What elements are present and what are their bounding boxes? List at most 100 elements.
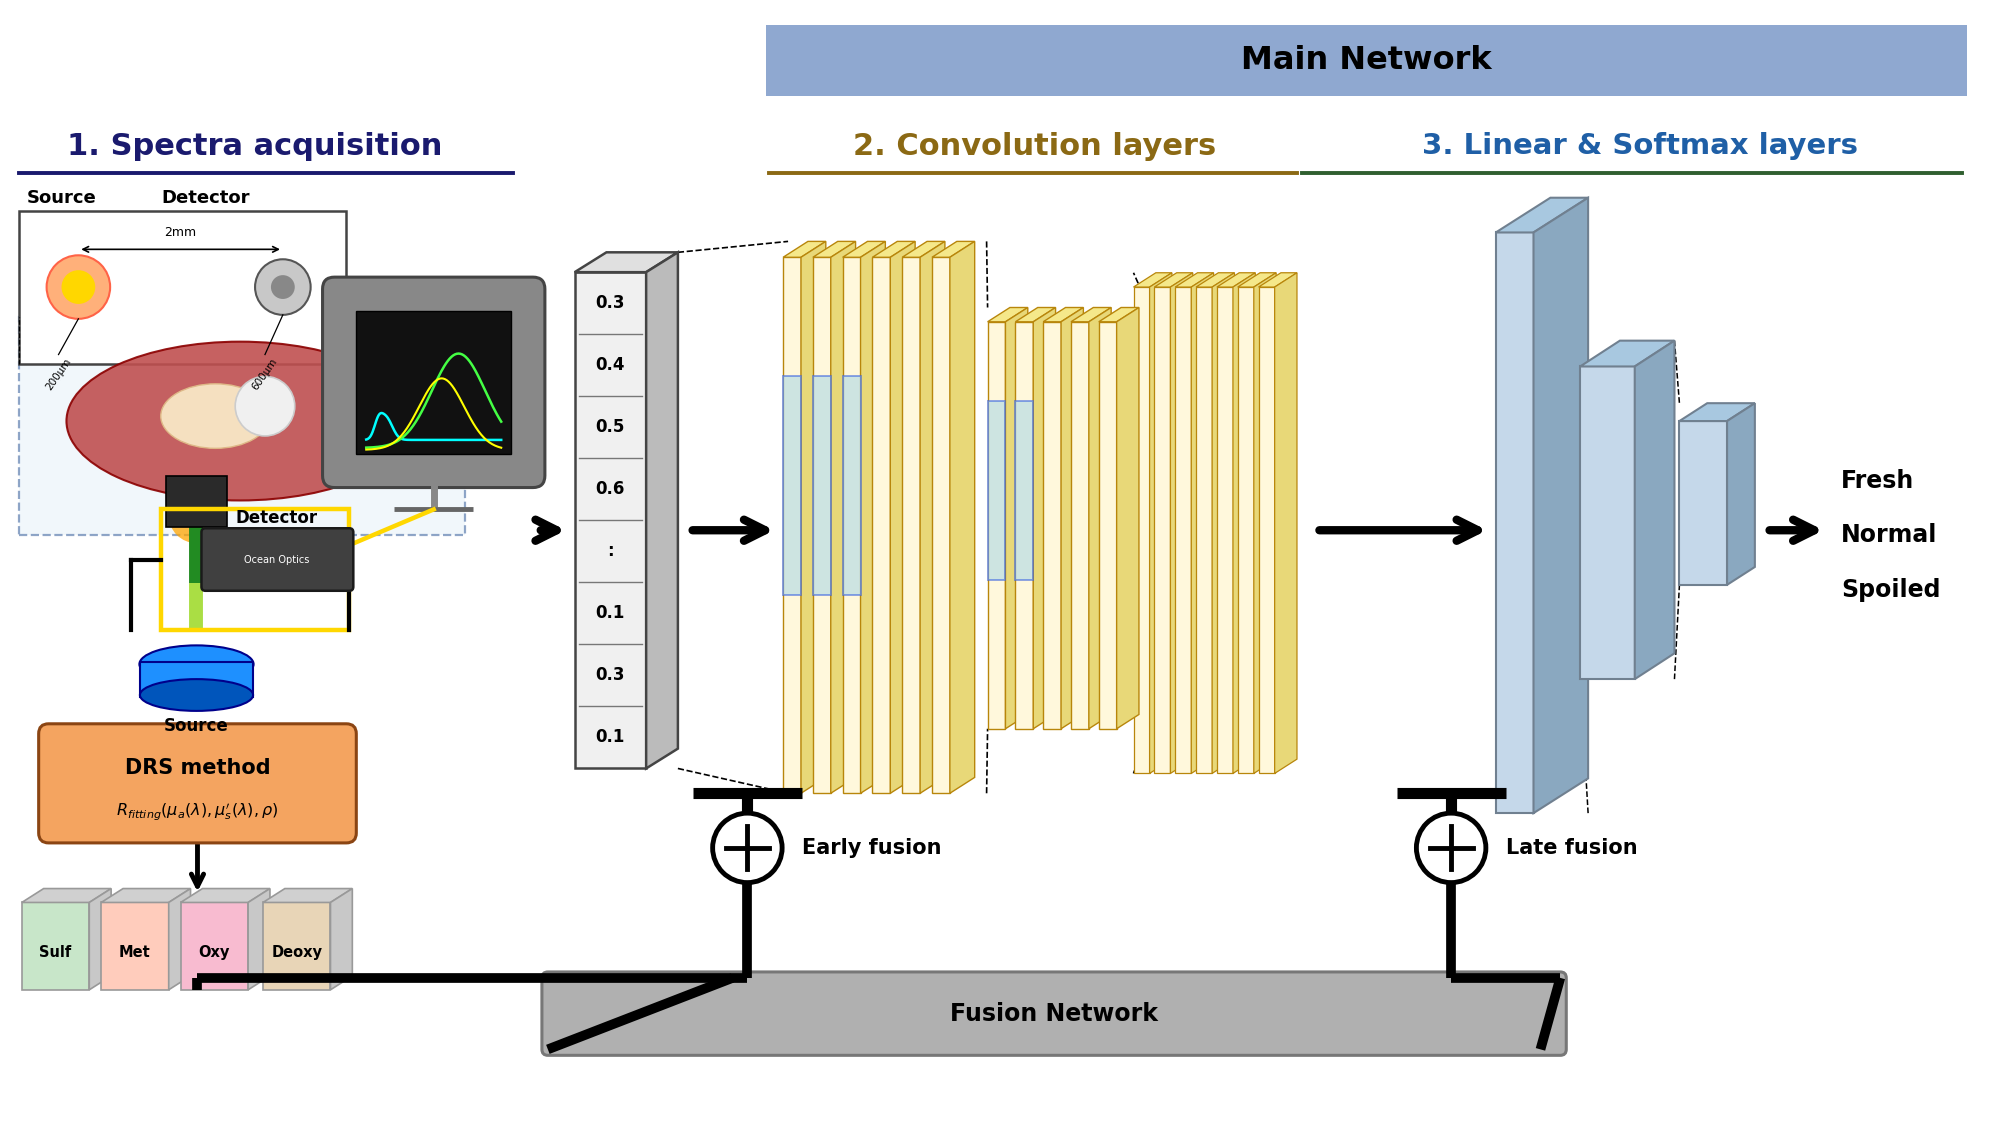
Polygon shape (1117, 307, 1139, 729)
Text: Oxy: Oxy (198, 945, 230, 960)
Text: Detector: Detector (236, 510, 318, 528)
Polygon shape (783, 377, 801, 595)
Polygon shape (1089, 307, 1111, 729)
Polygon shape (831, 242, 855, 793)
Polygon shape (1099, 322, 1117, 729)
Text: Sulf: Sulf (40, 945, 72, 960)
Polygon shape (931, 258, 949, 793)
Text: 0.3: 0.3 (595, 666, 625, 684)
FancyBboxPatch shape (18, 210, 346, 364)
Circle shape (272, 276, 294, 299)
Polygon shape (813, 377, 831, 595)
Polygon shape (987, 322, 1005, 729)
Polygon shape (1578, 341, 1674, 367)
Polygon shape (813, 258, 831, 793)
Text: 1. Spectra acquisition: 1. Spectra acquisition (68, 132, 442, 161)
Polygon shape (1191, 272, 1213, 773)
Text: DRS method: DRS method (124, 758, 270, 778)
Polygon shape (1259, 272, 1297, 287)
FancyBboxPatch shape (322, 277, 545, 487)
Polygon shape (1153, 272, 1193, 287)
Polygon shape (901, 258, 919, 793)
Ellipse shape (66, 342, 414, 501)
Polygon shape (1043, 307, 1083, 322)
Text: Early fusion: Early fusion (801, 838, 941, 858)
Polygon shape (987, 402, 1005, 579)
Polygon shape (1578, 367, 1634, 680)
Polygon shape (1495, 233, 1532, 813)
Text: Late fusion: Late fusion (1504, 838, 1636, 858)
Polygon shape (264, 902, 330, 990)
Polygon shape (1211, 272, 1235, 773)
Polygon shape (1133, 272, 1171, 287)
Polygon shape (1217, 272, 1255, 287)
Polygon shape (1237, 287, 1253, 773)
Polygon shape (22, 889, 112, 902)
Polygon shape (102, 889, 190, 902)
Text: Ocean Optics: Ocean Optics (244, 555, 310, 565)
Polygon shape (1275, 272, 1297, 773)
Polygon shape (901, 242, 945, 258)
Polygon shape (330, 889, 352, 990)
Polygon shape (783, 242, 825, 258)
Polygon shape (1061, 307, 1083, 729)
Polygon shape (264, 889, 352, 902)
Text: Spoiled: Spoiled (1840, 578, 1940, 602)
Polygon shape (889, 242, 915, 793)
Text: 0.1: 0.1 (595, 729, 625, 747)
Polygon shape (949, 242, 975, 793)
Text: 2. Convolution layers: 2. Convolution layers (853, 132, 1215, 161)
Polygon shape (180, 889, 270, 902)
Text: :: : (607, 542, 613, 560)
Polygon shape (1175, 272, 1213, 287)
FancyBboxPatch shape (166, 476, 228, 528)
Text: Source: Source (26, 189, 96, 207)
Text: 3. Linear & Softmax layers: 3. Linear & Softmax layers (1421, 132, 1856, 160)
Circle shape (168, 487, 224, 543)
Polygon shape (248, 889, 270, 990)
Polygon shape (1217, 287, 1233, 773)
Polygon shape (102, 902, 168, 990)
Polygon shape (1237, 272, 1275, 287)
Text: 2mm: 2mm (164, 226, 196, 240)
Ellipse shape (140, 680, 254, 711)
Circle shape (236, 377, 294, 436)
Text: Fusion Network: Fusion Network (949, 1001, 1157, 1026)
Polygon shape (1099, 307, 1139, 322)
Polygon shape (1033, 307, 1055, 729)
Polygon shape (1532, 198, 1586, 813)
FancyBboxPatch shape (202, 529, 354, 591)
Text: 0.4: 0.4 (595, 357, 625, 375)
Polygon shape (1153, 287, 1171, 773)
Polygon shape (843, 258, 859, 793)
FancyBboxPatch shape (765, 25, 1966, 97)
Text: Fresh: Fresh (1840, 469, 1914, 493)
Polygon shape (931, 242, 975, 258)
Polygon shape (1634, 341, 1674, 680)
Text: 600μm: 600μm (250, 357, 280, 393)
Text: Met: Met (120, 945, 150, 960)
Polygon shape (1678, 403, 1754, 421)
Polygon shape (1133, 287, 1149, 773)
Text: 0.6: 0.6 (595, 480, 625, 498)
Text: 0.3: 0.3 (595, 294, 625, 312)
FancyBboxPatch shape (18, 317, 466, 536)
Polygon shape (1071, 322, 1089, 729)
Polygon shape (168, 889, 190, 990)
Polygon shape (1495, 198, 1586, 233)
Polygon shape (1015, 307, 1055, 322)
Text: Main Network: Main Network (1241, 45, 1491, 76)
Polygon shape (1195, 287, 1211, 773)
Polygon shape (801, 242, 825, 793)
Polygon shape (843, 242, 885, 258)
Polygon shape (783, 258, 801, 793)
FancyBboxPatch shape (541, 972, 1566, 1055)
Text: 0.1: 0.1 (595, 604, 625, 622)
Polygon shape (1171, 272, 1193, 773)
Polygon shape (1259, 287, 1275, 773)
Polygon shape (1678, 421, 1726, 585)
Polygon shape (859, 242, 885, 793)
Text: Normal: Normal (1840, 523, 1936, 547)
FancyBboxPatch shape (356, 310, 511, 453)
Polygon shape (1071, 307, 1111, 322)
